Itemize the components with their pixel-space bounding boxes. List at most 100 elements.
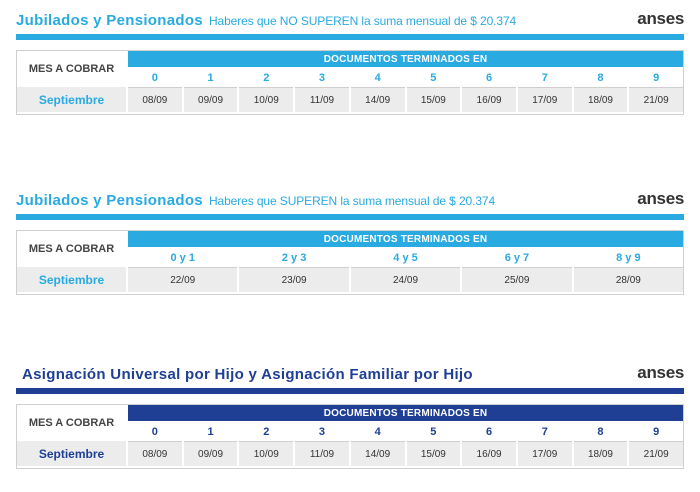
digit-column: 4 14/09	[348, 69, 405, 112]
digit-column: 2 y 3 23/09	[237, 249, 349, 292]
payment-date: 08/09	[128, 442, 182, 466]
document-digit: 4	[350, 69, 405, 88]
document-digit: 8	[573, 423, 628, 442]
document-digit: 8	[573, 69, 628, 88]
digit-column: 6 16/09	[460, 69, 516, 112]
document-digit: 0 y 1	[128, 249, 238, 268]
digit-column: 8 y 9 28/09	[571, 249, 684, 292]
title-subtitle: Haberes que SUPEREN la suma mensual de $…	[208, 194, 496, 208]
document-digit: 3	[295, 69, 349, 88]
section-title: Asignación Universal por Hijo y Asignaci…	[22, 366, 479, 383]
anses-logo: anses	[637, 189, 684, 208]
digit-column: 4 14/09	[348, 423, 405, 466]
payment-table: MES A COBRAR Septiembre DOCUMENTOS TERMI…	[16, 404, 684, 469]
payment-table: MES A COBRAR Septiembre DOCUMENTOS TERMI…	[16, 50, 684, 115]
payment-date: 18/09	[573, 442, 628, 466]
digit-columns: 0 y 1 22/09 2 y 3 23/09 4 y 5 24/09 6 y 7 25/09…	[128, 249, 684, 292]
document-digit: 6	[462, 69, 516, 88]
document-digit: 8 y 9	[573, 249, 684, 268]
payment-date: 11/09	[295, 88, 349, 112]
digit-column: 0 08/09	[128, 423, 182, 466]
payment-date: 10/09	[239, 442, 294, 466]
document-digit: 5	[406, 69, 461, 88]
payment-date: 24/09	[350, 268, 461, 292]
title-underline-bar	[16, 34, 684, 40]
document-digit: 6 y 7	[462, 249, 572, 268]
section-jubilados-no-superen: Jubilados y Pensionados Haberes que NO SU…	[16, 6, 684, 115]
digit-column: 1 09/09	[181, 69, 238, 112]
section-header: Asignación Universal por Hijo y Asignaci…	[16, 360, 684, 388]
section-header: Jubilados y Pensionados Haberes que SUPER…	[16, 186, 684, 214]
document-digit: 2	[239, 69, 294, 88]
document-digit: 2 y 3	[239, 249, 349, 268]
payment-date: 14/09	[350, 88, 405, 112]
payment-date: 23/09	[239, 268, 349, 292]
payment-date: 09/09	[183, 442, 238, 466]
payment-date: 16/09	[462, 442, 516, 466]
documents-header: DOCUMENTOS TERMINADOS EN	[128, 231, 683, 247]
payment-date: 15/09	[406, 88, 461, 112]
digit-column: 8 18/09	[571, 423, 628, 466]
digit-column: 6 y 7 25/09	[460, 249, 572, 292]
digit-column: 7 17/09	[515, 423, 572, 466]
anses-logo: anses	[637, 363, 684, 382]
payment-date: 11/09	[295, 442, 349, 466]
digit-column: 4 y 5 24/09	[348, 249, 461, 292]
digit-column: 5 15/09	[404, 423, 461, 466]
section-title: Jubilados y Pensionados Haberes que SUPER…	[16, 192, 495, 209]
payment-date: 21/09	[629, 88, 684, 112]
payment-date: 14/09	[350, 442, 405, 466]
documents-header: DOCUMENTOS TERMINADOS EN	[128, 51, 683, 67]
payment-date: 16/09	[462, 88, 516, 112]
anses-logo: anses	[637, 9, 684, 28]
document-digit: 0	[128, 69, 182, 88]
documents-area: DOCUMENTOS TERMINADOS EN 0 08/09 1 09/09 2 10…	[128, 405, 684, 468]
payment-date: 09/09	[183, 88, 238, 112]
title-bold: Jubilados y Pensionados	[16, 192, 203, 209]
digit-column: 3 11/09	[293, 69, 349, 112]
title-underline-bar	[16, 388, 684, 394]
month-value: Septiembre	[17, 87, 126, 112]
document-digit: 6	[462, 423, 516, 442]
document-digit: 1	[183, 423, 238, 442]
digit-column: 1 09/09	[181, 423, 238, 466]
section-header: Jubilados y Pensionados Haberes que NO SU…	[16, 6, 684, 34]
documents-header: DOCUMENTOS TERMINADOS EN	[128, 405, 683, 421]
digit-columns: 0 08/09 1 09/09 2 10/09 3 11/09 4 14/09 5 15/09 6 16/…	[128, 423, 684, 466]
digit-column: 2 10/09	[237, 69, 294, 112]
payment-date: 18/09	[573, 88, 628, 112]
section-jubilados-superen: Jubilados y Pensionados Haberes que SUPER…	[16, 186, 684, 295]
payment-date: 28/09	[573, 268, 684, 292]
document-digit: 9	[629, 69, 684, 88]
title-bold: Asignación Universal por Hijo y Asignaci…	[22, 366, 473, 383]
documents-area: DOCUMENTOS TERMINADOS EN 0 y 1 22/09 2 y 3…	[128, 231, 684, 294]
title-underline-bar	[16, 214, 684, 220]
document-digit: 1	[183, 69, 238, 88]
digit-column: 7 17/09	[515, 69, 572, 112]
payment-date: 08/09	[128, 88, 182, 112]
digit-column: 9 21/09	[627, 423, 684, 466]
digit-columns: 0 08/09 1 09/09 2 10/09 3 11/09 4 14/09 5 15/09 6 16/…	[128, 69, 684, 112]
document-digit: 4 y 5	[350, 249, 461, 268]
payment-date: 25/09	[462, 268, 572, 292]
document-digit: 2	[239, 423, 294, 442]
digit-column: 8 18/09	[571, 69, 628, 112]
title-subtitle: Haberes que NO SUPEREN la suma mensual d…	[208, 14, 517, 28]
month-value: Septiembre	[17, 441, 126, 466]
payment-date: 10/09	[239, 88, 294, 112]
digit-column: 0 08/09	[128, 69, 182, 112]
month-column: MES A COBRAR Septiembre	[17, 405, 126, 468]
section-asignacion-hijo: Asignación Universal por Hijo y Asignaci…	[16, 360, 684, 469]
digit-column: 6 16/09	[460, 423, 516, 466]
document-digit: 9	[629, 423, 684, 442]
payment-date: 22/09	[128, 268, 238, 292]
month-column: MES A COBRAR Septiembre	[17, 51, 126, 114]
document-digit: 7	[517, 69, 572, 88]
digit-column: 0 y 1 22/09	[128, 249, 238, 292]
payment-date: 17/09	[517, 88, 572, 112]
document-digit: 3	[295, 423, 349, 442]
payment-date: 17/09	[517, 442, 572, 466]
digit-column: 2 10/09	[237, 423, 294, 466]
digit-column: 9 21/09	[627, 69, 684, 112]
payment-date: 21/09	[629, 442, 684, 466]
